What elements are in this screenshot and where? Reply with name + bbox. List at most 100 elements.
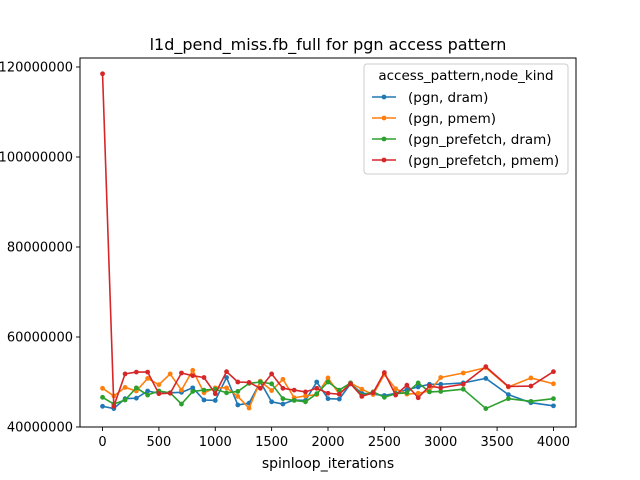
- data-point-s3-20: [325, 390, 331, 396]
- data-point-s2-28: [415, 380, 421, 386]
- data-point-s1-23: [359, 386, 365, 392]
- data-point-s3-3: [133, 369, 139, 375]
- series-group: [100, 71, 556, 411]
- data-point-s2-14: [257, 379, 263, 385]
- data-point-s0-19: [314, 379, 320, 385]
- data-point-s3-34: [528, 383, 534, 389]
- data-point-s3-18: [303, 389, 308, 395]
- legend-marker-3: [381, 157, 387, 163]
- data-point-s0-35: [551, 403, 556, 409]
- data-point-s2-29: [427, 389, 432, 395]
- x-tick-label: 0: [98, 435, 106, 450]
- data-point-s3-24: [370, 390, 376, 396]
- data-point-s1-20: [325, 375, 331, 381]
- data-point-s3-7: [179, 370, 184, 376]
- data-point-s0-8: [190, 385, 196, 391]
- y-tick-label: 120000000: [0, 61, 73, 76]
- data-point-s2-34: [528, 398, 534, 404]
- data-point-s3-35: [551, 369, 556, 375]
- data-point-s2-17: [291, 398, 297, 403]
- data-point-s1-5: [156, 382, 162, 388]
- data-point-s0-0: [100, 403, 105, 409]
- data-point-s2-2: [122, 397, 128, 403]
- data-point-s1-8: [190, 367, 196, 373]
- data-point-s1-2: [122, 385, 128, 390]
- legend-label-0: (pgn, dram): [408, 90, 488, 106]
- legend-label-1: (pgn, pmem): [408, 111, 496, 127]
- data-point-s0-3: [133, 395, 139, 401]
- data-point-s3-8: [190, 373, 196, 379]
- legend-frame: [363, 63, 569, 175]
- data-point-s2-19: [314, 391, 320, 397]
- chart-title: l1d_pend_miss.fb_full for pgn access pat…: [150, 35, 507, 55]
- data-point-s0-4: [145, 388, 151, 394]
- data-point-s1-31: [460, 370, 466, 376]
- legend-label-3: (pgn_prefetch, pmem): [408, 153, 559, 169]
- y-tick-label: 40000000: [7, 421, 73, 436]
- series-line-1: [101, 366, 555, 409]
- data-point-s3-0: [100, 71, 105, 77]
- data-point-s2-7: [179, 401, 184, 407]
- data-point-s1-13: [246, 405, 252, 411]
- data-point-s3-27: [404, 382, 410, 388]
- data-point-s2-27: [404, 390, 410, 396]
- data-point-s2-11: [224, 390, 229, 396]
- data-point-s1-6: [167, 371, 173, 377]
- data-point-s3-33: [505, 384, 511, 389]
- data-point-s1-16: [280, 376, 286, 382]
- data-point-s3-5: [156, 391, 162, 397]
- x-tick-label: 1000: [199, 435, 232, 450]
- data-point-s3-12: [235, 379, 241, 385]
- data-point-s3-29: [427, 383, 432, 389]
- data-point-s1-7: [179, 387, 184, 393]
- data-point-s2-0: [100, 394, 105, 400]
- data-point-s2-30: [438, 389, 444, 394]
- data-point-s1-15: [269, 388, 275, 393]
- data-point-s3-25: [381, 370, 387, 375]
- legend-marker-1: [381, 115, 387, 121]
- data-point-s0-33: [505, 392, 511, 397]
- y-tick-label: 100000000: [0, 151, 73, 166]
- data-point-s1-28: [415, 390, 421, 396]
- data-point-s3-2: [122, 371, 128, 377]
- x-tick-label: 1500: [255, 435, 288, 450]
- data-point-s2-9: [201, 387, 207, 393]
- data-point-s3-6: [167, 390, 173, 396]
- data-point-s3-19: [314, 385, 320, 391]
- data-point-s2-31: [460, 386, 466, 392]
- legend: access_pattern,node_kind (pgn, dram) (pgn…: [363, 63, 569, 175]
- x-tick-label: 3500: [481, 435, 514, 450]
- data-point-s3-11: [224, 369, 229, 375]
- data-point-s3-32: [483, 364, 489, 370]
- data-point-s3-22: [348, 381, 353, 387]
- data-point-s1-12: [235, 394, 241, 399]
- data-point-s3-23: [359, 394, 365, 399]
- data-point-s3-17: [291, 387, 297, 393]
- x-tick-label: 500: [146, 435, 171, 450]
- data-point-s2-8: [190, 389, 196, 394]
- data-point-s3-30: [438, 385, 444, 391]
- data-point-s3-4: [145, 369, 151, 375]
- data-point-s0-9: [201, 397, 207, 403]
- data-point-s0-16: [280, 401, 286, 407]
- data-point-s0-21: [336, 396, 342, 402]
- x-axis-label: spinloop_iterations: [262, 456, 394, 472]
- data-point-s3-31: [460, 381, 466, 387]
- data-point-s3-1: [111, 403, 117, 409]
- data-point-s0-20: [325, 396, 331, 402]
- data-point-s3-26: [393, 392, 399, 398]
- data-point-s1-0: [100, 385, 105, 391]
- data-point-s3-10: [212, 391, 218, 397]
- x-tick-label: 2500: [368, 435, 401, 450]
- data-point-s2-25: [381, 394, 387, 400]
- plot-area: 0 500 1000 1500 2000 2500 3000 3500 4000 40000000…: [0, 57, 577, 450]
- legend-marker-0: [381, 94, 387, 100]
- data-point-s3-13: [246, 380, 252, 385]
- x-tick-label: 2000: [311, 435, 344, 450]
- y-tick-label: 80000000: [7, 241, 73, 256]
- x-tick-label: 4000: [537, 435, 570, 450]
- x-tick-label: 3000: [424, 435, 457, 450]
- data-point-s2-18: [303, 399, 308, 405]
- data-point-s3-16: [280, 385, 286, 391]
